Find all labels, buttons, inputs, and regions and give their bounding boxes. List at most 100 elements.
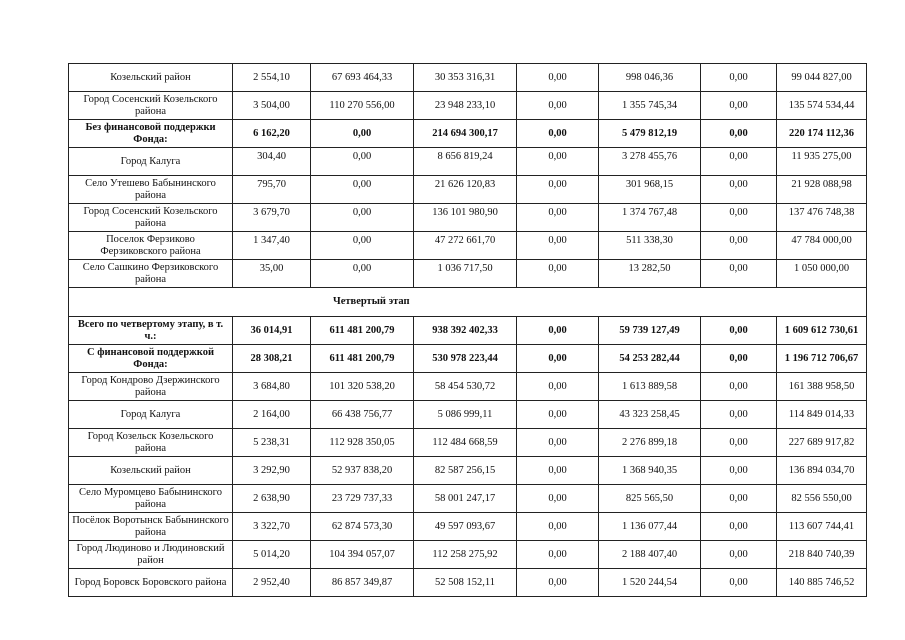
cell-value: 62 874 573,30 bbox=[310, 512, 414, 541]
cell-value: 110 270 556,00 bbox=[310, 91, 414, 120]
cell-value: 227 689 917,82 bbox=[776, 428, 867, 457]
cell-value: 0,00 bbox=[700, 175, 777, 204]
cell-value: 0,00 bbox=[310, 119, 414, 148]
cell-value: 0,00 bbox=[516, 147, 599, 176]
cell-value: 11 935 275,00 bbox=[776, 147, 867, 176]
cell-value: 0,00 bbox=[700, 91, 777, 120]
cell-value: 0,00 bbox=[700, 512, 777, 541]
cell-value: 0,00 bbox=[310, 175, 414, 204]
row-name: Село Утешево Бабынинского района bbox=[68, 175, 233, 204]
cell-value: 3 504,00 bbox=[232, 91, 311, 120]
cell-value: 304,40 bbox=[232, 147, 311, 176]
cell-value: 0,00 bbox=[516, 484, 599, 513]
cell-value: 1 368 940,35 bbox=[598, 456, 701, 485]
cell-value: 825 565,50 bbox=[598, 484, 701, 513]
cell-value: 58 454 530,72 bbox=[413, 372, 517, 401]
row-name: Город Сосенский Козельского района bbox=[68, 91, 233, 120]
table-row: Козельский район 2 554,10 67 693 464,33 30 … bbox=[68, 63, 867, 92]
cell-value: 114 849 014,33 bbox=[776, 400, 867, 429]
cell-value: 214 694 300,17 bbox=[413, 119, 517, 148]
cell-value: 86 857 349,87 bbox=[310, 568, 414, 597]
cell-value: 30 353 316,31 bbox=[413, 63, 517, 92]
cell-value: 0,00 bbox=[700, 344, 777, 373]
cell-value: 2 188 407,40 bbox=[598, 540, 701, 569]
cell-value: 3 679,70 bbox=[232, 203, 311, 232]
budget-table: Козельский район 2 554,10 67 693 464,33 30 … bbox=[68, 63, 867, 597]
row-name: Всего по четвертому этапу, в т. ч.: bbox=[68, 316, 233, 345]
cell-value: 8 656 819,24 bbox=[413, 147, 517, 176]
cell-value: 5 014,20 bbox=[232, 540, 311, 569]
cell-value: 0,00 bbox=[700, 119, 777, 148]
cell-value: 47 784 000,00 bbox=[776, 231, 867, 260]
cell-value: 2 164,00 bbox=[232, 400, 311, 429]
row-name: Город Калуга bbox=[68, 400, 233, 429]
row-name: Село Сашкино Ферзиковского района bbox=[68, 259, 233, 288]
row-name: Город Людиново и Людиновский район bbox=[68, 540, 233, 569]
cell-value: 104 394 057,07 bbox=[310, 540, 414, 569]
cell-value: 1 520 244,54 bbox=[598, 568, 701, 597]
cell-value: 101 320 538,20 bbox=[310, 372, 414, 401]
table-row: Город Людиново и Людиновский район 5 014,… bbox=[68, 540, 867, 569]
cell-value: 52 937 838,20 bbox=[310, 456, 414, 485]
cell-value: 59 739 127,49 bbox=[598, 316, 701, 345]
table-row: Село Утешево Бабынинского района 795,70 0,… bbox=[68, 175, 867, 204]
row-name: С финансовой поддержкой Фонда: bbox=[68, 344, 233, 373]
cell-value: 0,00 bbox=[516, 63, 599, 92]
cell-value: 1 036 717,50 bbox=[413, 259, 517, 288]
row-name: Посёлок Воротынск Бабынинского района bbox=[68, 512, 233, 541]
cell-value: 3 322,70 bbox=[232, 512, 311, 541]
table-row: Город Козельск Козельского района 5 238,3… bbox=[68, 428, 867, 457]
cell-value: 0,00 bbox=[516, 344, 599, 373]
cell-value: 0,00 bbox=[700, 428, 777, 457]
cell-value: 47 272 661,70 bbox=[413, 231, 517, 260]
table-row: Село Муромцево Бабынинского района 2 638,… bbox=[68, 484, 867, 513]
table-row: Город Калуга 2 164,00 66 438 756,77 5 086 9… bbox=[68, 400, 867, 429]
cell-value: 611 481 200,79 bbox=[310, 316, 414, 345]
section-title: Четвертый этап bbox=[68, 287, 867, 317]
cell-value: 2 276 899,18 bbox=[598, 428, 701, 457]
cell-value: 1 136 077,44 bbox=[598, 512, 701, 541]
cell-value: 137 476 748,38 bbox=[776, 203, 867, 232]
cell-value: 0,00 bbox=[700, 259, 777, 288]
row-name: Город Козельск Козельского района bbox=[68, 428, 233, 457]
cell-value: 28 308,21 bbox=[232, 344, 311, 373]
table-row: Посёлок Воротынск Бабынинского района 3 3… bbox=[68, 512, 867, 541]
row-name: Без финансовой поддержки Фонда: bbox=[68, 119, 233, 148]
table-row: Село Сашкино Ферзиковского района 35,00 0,… bbox=[68, 259, 867, 288]
cell-value: 23 729 737,33 bbox=[310, 484, 414, 513]
table-row: Город Калуга 304,40 0,00 8 656 819,24 0,00 3 … bbox=[68, 147, 867, 176]
row-name: Город Сосенский Козельского района bbox=[68, 203, 233, 232]
cell-value: 1 609 612 730,61 bbox=[776, 316, 867, 345]
cell-value: 1 196 712 706,67 bbox=[776, 344, 867, 373]
cell-value: 998 046,36 bbox=[598, 63, 701, 92]
cell-value: 0,00 bbox=[516, 259, 599, 288]
cell-value: 49 597 093,67 bbox=[413, 512, 517, 541]
cell-value: 21 928 088,98 bbox=[776, 175, 867, 204]
cell-value: 2 638,90 bbox=[232, 484, 311, 513]
cell-value: 5 086 999,11 bbox=[413, 400, 517, 429]
cell-value: 58 001 247,17 bbox=[413, 484, 517, 513]
cell-value: 795,70 bbox=[232, 175, 311, 204]
table-row: С финансовой поддержкой Фонда: 28 308,21 6… bbox=[68, 344, 867, 373]
table-row: Город Кондрово Дзержинского района 3 684,… bbox=[68, 372, 867, 401]
cell-value: 0,00 bbox=[516, 540, 599, 569]
cell-value: 0,00 bbox=[700, 484, 777, 513]
table-row: Город Боровск Боровского района 2 952,40 8… bbox=[68, 568, 867, 597]
cell-value: 13 282,50 bbox=[598, 259, 701, 288]
cell-value: 136 101 980,90 bbox=[413, 203, 517, 232]
cell-value: 112 258 275,92 bbox=[413, 540, 517, 569]
cell-value: 0,00 bbox=[516, 91, 599, 120]
cell-value: 67 693 464,33 bbox=[310, 63, 414, 92]
cell-value: 0,00 bbox=[516, 119, 599, 148]
cell-value: 2 952,40 bbox=[232, 568, 311, 597]
cell-value: 220 174 112,36 bbox=[776, 119, 867, 148]
cell-value: 54 253 282,44 bbox=[598, 344, 701, 373]
cell-value: 2 554,10 bbox=[232, 63, 311, 92]
cell-value: 0,00 bbox=[700, 372, 777, 401]
cell-value: 136 894 034,70 bbox=[776, 456, 867, 485]
cell-value: 52 508 152,11 bbox=[413, 568, 517, 597]
cell-value: 82 556 550,00 bbox=[776, 484, 867, 513]
cell-value: 530 978 223,44 bbox=[413, 344, 517, 373]
cell-value: 6 162,20 bbox=[232, 119, 311, 148]
cell-value: 0,00 bbox=[516, 428, 599, 457]
